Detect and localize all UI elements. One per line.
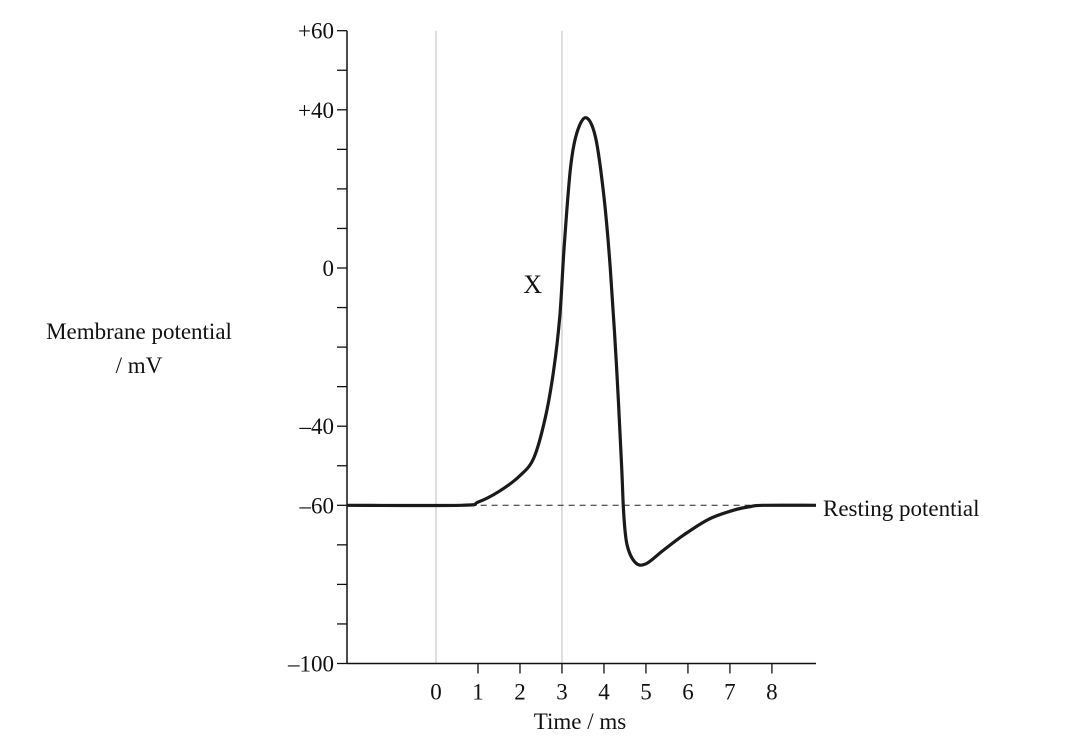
y-axis-label-line1: Membrane potential xyxy=(46,319,232,344)
annotation-x: X xyxy=(523,270,542,299)
x-tick-label: 2 xyxy=(514,680,526,705)
axes xyxy=(346,30,816,665)
x-axis-ticks: 0 1 2 3 4 5 6 7 8 xyxy=(430,663,778,705)
x-tick-label: 7 xyxy=(724,680,736,705)
y-tick-label: 0 xyxy=(323,256,335,281)
y-tick-label: –60 xyxy=(299,493,335,518)
x-tick-label: 1 xyxy=(472,680,484,705)
x-tick-label: 4 xyxy=(598,680,610,705)
x-tick-label: 6 xyxy=(682,680,694,705)
y-tick-label: –40 xyxy=(299,414,335,439)
y-axis-label-line2: / mV xyxy=(116,353,163,378)
x-tick-label: 8 xyxy=(766,680,778,705)
y-tick-label: –100 xyxy=(287,652,334,677)
y-tick-label: +60 xyxy=(298,19,334,44)
x-tick-label: 5 xyxy=(640,680,652,705)
resting-potential-label: Resting potential xyxy=(823,496,980,521)
y-axis-ticks: +60 +40 0 –40 –60 –100 xyxy=(287,19,347,677)
action-potential-curve xyxy=(346,116,817,567)
y-tick-label: +40 xyxy=(298,98,334,123)
reference-lines xyxy=(435,30,563,664)
x-tick-label: 3 xyxy=(556,680,568,705)
x-tick-label: 0 xyxy=(430,680,442,705)
x-axis-label: Time / ms xyxy=(534,709,627,734)
